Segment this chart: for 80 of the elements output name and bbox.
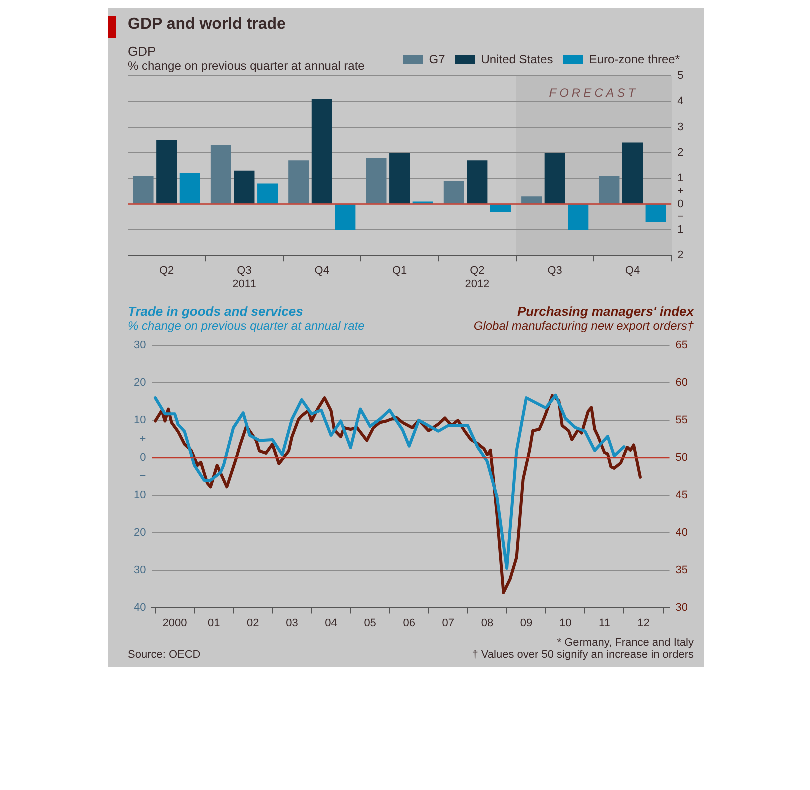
bar bbox=[335, 204, 356, 230]
y-tick-label: 2 bbox=[678, 147, 684, 160]
y-tick-label: − bbox=[678, 211, 684, 224]
y-tick-label: 10 bbox=[134, 414, 146, 427]
text: * Germany, France and Italy bbox=[556, 637, 694, 649]
bar bbox=[156, 140, 178, 204]
x-tick-label: Q3 2011 bbox=[232, 265, 256, 290]
x-tick-label: Q4 bbox=[625, 265, 640, 278]
x-tick-label: 05 bbox=[364, 617, 376, 630]
y-tick-label: + bbox=[678, 185, 684, 198]
y-tick-label: 5 bbox=[678, 70, 684, 82]
bar bbox=[180, 173, 200, 204]
x-tick-label: 07 bbox=[442, 617, 455, 630]
bar bbox=[599, 176, 620, 204]
bar bbox=[210, 145, 232, 204]
bar bbox=[390, 152, 410, 204]
y-tick-label: 30 bbox=[134, 564, 146, 576]
y-tick-label: 1 bbox=[678, 172, 684, 185]
y-tick-label: 0 bbox=[678, 198, 684, 210]
annotation: FORECAST bbox=[548, 86, 640, 100]
y2-tick-label: 35 bbox=[676, 564, 688, 576]
y-tick-label: + bbox=[140, 433, 146, 446]
x-tick-label: 02 bbox=[247, 617, 260, 630]
y-tick-label: 4 bbox=[678, 96, 684, 108]
x-tick-label: Q3 bbox=[548, 265, 562, 278]
y-tick-label: 10 bbox=[134, 489, 146, 502]
bar bbox=[467, 160, 488, 204]
text: Trade in goods and services bbox=[128, 304, 304, 319]
chart-subtitle: % change on previous quarter at annual rate bbox=[128, 59, 365, 73]
x-tick-label: Q4 bbox=[314, 265, 330, 278]
legend-label: United States bbox=[481, 52, 554, 66]
bar bbox=[258, 184, 278, 204]
x-tick-label: Q1 bbox=[392, 265, 408, 278]
y-tick-label: 3 bbox=[678, 121, 684, 134]
source-note: Source: OECD bbox=[128, 649, 201, 661]
x-tick-label: Q2 2012 bbox=[465, 265, 490, 290]
x-tick-label: 03 bbox=[286, 617, 298, 630]
x-tick-label: 04 bbox=[325, 617, 338, 630]
text: Purchasing managers' index bbox=[516, 304, 694, 319]
text: † Values over 50 signify an increase in orders bbox=[472, 649, 694, 661]
x-tick-label: 11 bbox=[598, 617, 610, 630]
bar bbox=[444, 181, 464, 204]
x-tick-label: 2000 bbox=[162, 617, 188, 630]
y2-tick-label: 60 bbox=[676, 377, 688, 390]
y-tick-label: 40 bbox=[134, 602, 146, 614]
y2-tick-label: 50 bbox=[676, 452, 688, 464]
bar bbox=[544, 152, 566, 204]
bar bbox=[622, 142, 643, 204]
x-tick-label: Q2 bbox=[159, 265, 174, 278]
x-tick-label: 06 bbox=[403, 617, 416, 630]
y2-tick-label: 65 bbox=[676, 340, 688, 352]
y-tick-label: 2 bbox=[678, 250, 684, 262]
y2-tick-label: 45 bbox=[676, 489, 688, 502]
x-tick-label: 08 bbox=[481, 617, 494, 630]
bar bbox=[490, 204, 511, 212]
bar bbox=[133, 176, 154, 204]
legend-label: G7 bbox=[429, 52, 446, 66]
y-tick-label: 30 bbox=[134, 340, 146, 352]
y-tick-label: 1 bbox=[678, 224, 684, 236]
y2-tick-label: 55 bbox=[676, 414, 688, 427]
x-tick-label: 01 bbox=[208, 617, 220, 630]
bar bbox=[568, 204, 589, 230]
y-tick-label: 20 bbox=[134, 526, 146, 539]
y-tick-label: 20 bbox=[134, 377, 146, 390]
chart-title: GDP bbox=[128, 44, 158, 59]
x-tick-label: 10 bbox=[559, 617, 572, 630]
bar bbox=[646, 204, 666, 222]
y-tick-label: 0 bbox=[140, 452, 146, 464]
x-tick-label: 09 bbox=[520, 617, 533, 630]
bar bbox=[312, 99, 332, 204]
bar bbox=[288, 160, 310, 204]
y2-axis-title: Global manufacturing new export orders† bbox=[474, 319, 694, 333]
bar bbox=[522, 196, 542, 204]
bar bbox=[234, 170, 255, 204]
text: GDP and world trade bbox=[128, 16, 287, 34]
y-axis-title: % change on previous quarter at annual rate bbox=[128, 319, 365, 333]
x-tick-label: 12 bbox=[638, 617, 650, 630]
legend-label: Euro-zone three* bbox=[589, 52, 680, 66]
y-tick-label: − bbox=[140, 470, 146, 483]
bar bbox=[366, 158, 387, 204]
